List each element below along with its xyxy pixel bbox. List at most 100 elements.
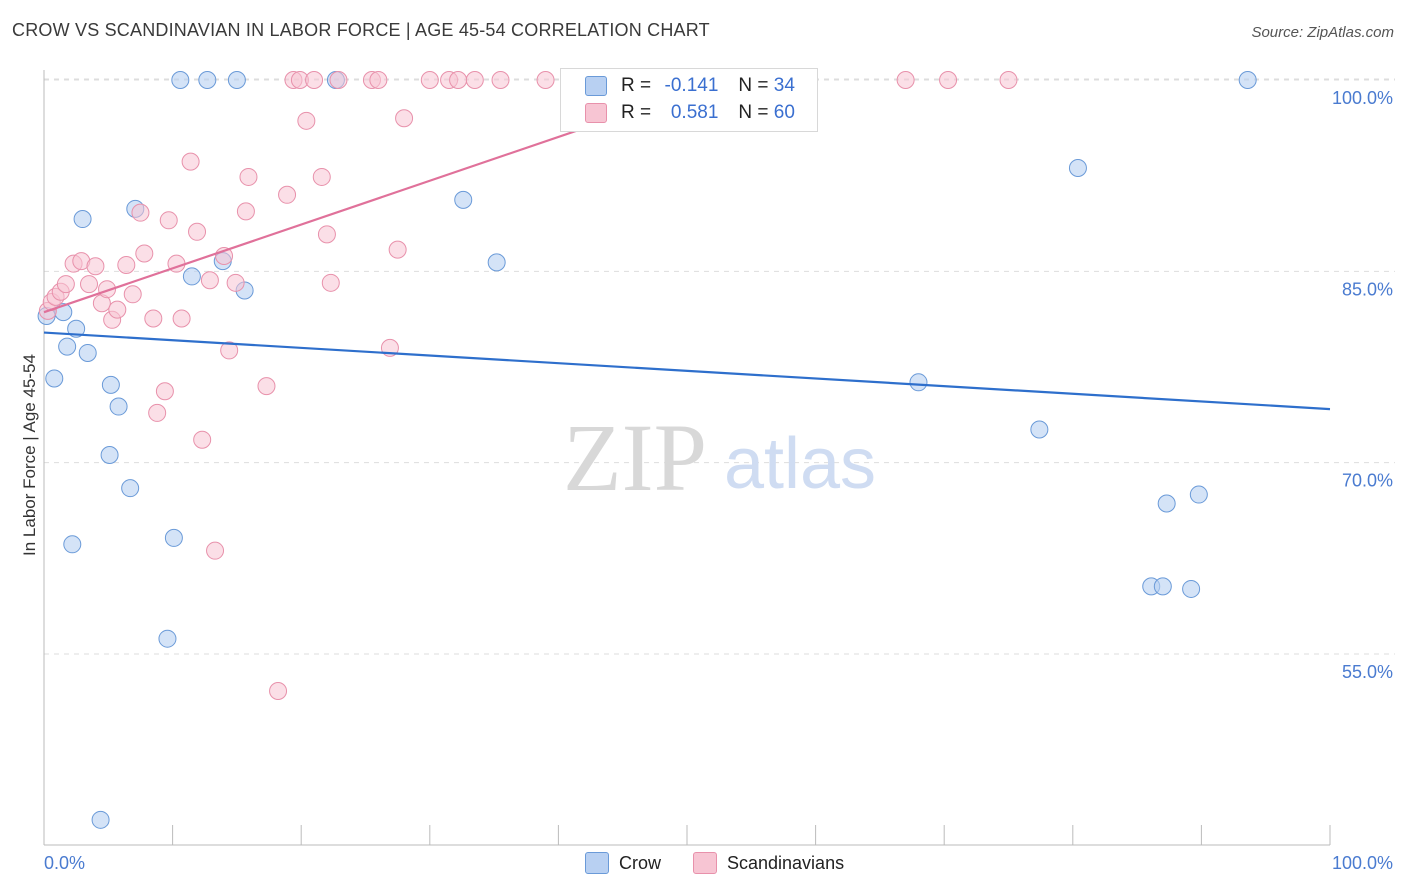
watermark-atlas: atlas [724, 424, 876, 504]
scand-point [155, 382, 174, 401]
crow-point [158, 629, 177, 648]
scand-point [939, 71, 958, 89]
crow-point [1238, 71, 1257, 89]
scand-point [108, 300, 127, 319]
scand-point [388, 240, 407, 259]
crow-point [101, 375, 120, 394]
tick-labels: 55.0% 70.0% 85.0% 100.0% 0.0% 100.0% [44, 88, 1393, 873]
scand-point [269, 681, 288, 700]
y-tick-label: 100.0% [1332, 88, 1393, 108]
scand-point [80, 275, 99, 294]
scand-point [86, 257, 105, 276]
stats-legend: R = -0.141 N = 34 R = 0.581 N = 60 [560, 68, 818, 132]
chart-title: CROW VS SCANDINAVIAN IN LABOR FORCE | AG… [12, 20, 710, 40]
scand-point [278, 185, 297, 204]
crow-point [227, 71, 246, 89]
scand-point [896, 71, 915, 89]
x-tick-label: 0.0% [44, 853, 85, 873]
scand-r-value: 0.581 [670, 102, 719, 123]
crow-point [487, 253, 506, 272]
scand-point [449, 71, 468, 89]
scand-swatch [585, 103, 607, 123]
crow-trend-line [43, 331, 1331, 411]
scand-point [312, 167, 331, 186]
crow-point [454, 190, 473, 209]
scand-point [317, 225, 336, 244]
axes [43, 70, 1331, 846]
crow-point [58, 337, 77, 356]
crow-point [121, 479, 140, 498]
scand-point [159, 211, 178, 230]
scand-point [117, 255, 136, 274]
scand-point [188, 222, 207, 241]
scand-point [56, 275, 75, 294]
legend-crow-label: Crow [619, 852, 662, 873]
legend-scand-swatch [693, 852, 717, 874]
crow-point [1182, 579, 1201, 598]
scand-point [305, 71, 324, 89]
source-credit: Source: ZipAtlas.com [1251, 24, 1394, 41]
crow-point [73, 210, 92, 229]
scand-r-label: R = [621, 102, 652, 123]
crow-n-label: N = [738, 75, 769, 96]
crow-r-label: R = [621, 75, 652, 96]
crow-point [100, 446, 119, 465]
legend-item-crow: Crow [585, 852, 661, 874]
scand-point [220, 341, 239, 360]
gridlines [44, 78, 1395, 655]
watermark-zip: ZIP [563, 404, 707, 511]
scand-point [181, 152, 200, 171]
crow-point [63, 535, 82, 554]
scand-point [395, 109, 414, 128]
legend-row-crow: R = -0.141 N = 34 [585, 74, 795, 98]
y-tick-label: 55.0% [1342, 662, 1393, 682]
legend-item-scand: Scandinavians [693, 852, 844, 874]
crow-r-value: -0.141 [664, 75, 719, 96]
scand-point [491, 71, 510, 89]
scand-point [135, 244, 154, 263]
crow-point [91, 810, 110, 829]
scand-point [465, 71, 484, 89]
crow-point [1189, 485, 1208, 504]
crow-point [1068, 159, 1087, 178]
crow-point [164, 528, 183, 547]
crow-point [67, 319, 86, 338]
crow-point [1030, 420, 1049, 439]
scand-point [257, 377, 276, 396]
crow-point [182, 267, 201, 286]
scand-point [369, 71, 388, 89]
crow-point [45, 369, 64, 388]
x-tick-label: 100.0% [1332, 853, 1393, 873]
legend-crow-swatch [585, 852, 609, 874]
scand-point [297, 111, 316, 130]
scand-point [999, 71, 1018, 89]
scand-point [131, 203, 150, 222]
scand-point [200, 271, 219, 290]
crow-point [1153, 577, 1172, 596]
scand-point [536, 71, 555, 89]
crow-point [198, 71, 217, 89]
scand-n-label: N = [738, 102, 769, 123]
scand-point [226, 273, 245, 292]
scand-point [420, 71, 439, 89]
scand-point [239, 167, 258, 186]
y-tick-label: 85.0% [1342, 279, 1393, 299]
scand-point [206, 541, 225, 560]
scand-n-value: 60 [773, 102, 795, 123]
scand-point [144, 309, 163, 328]
crow-point [171, 71, 190, 89]
crow-point [78, 343, 97, 362]
scand-point [321, 273, 340, 292]
crow-point [1157, 494, 1176, 513]
scand-point [329, 71, 348, 89]
y-tick-label: 70.0% [1342, 471, 1393, 491]
watermark: ZIP atlas [563, 404, 876, 511]
crow-n-value: 34 [773, 75, 795, 96]
scand-point [98, 280, 117, 299]
crow-point [109, 397, 128, 416]
scand-point [123, 285, 142, 304]
legend-scand-label: Scandinavians [727, 852, 845, 873]
series-legend: Crow Scandinavians [0, 852, 1406, 876]
legend-row-scand: R = 0.581 N = 60 [585, 101, 795, 125]
